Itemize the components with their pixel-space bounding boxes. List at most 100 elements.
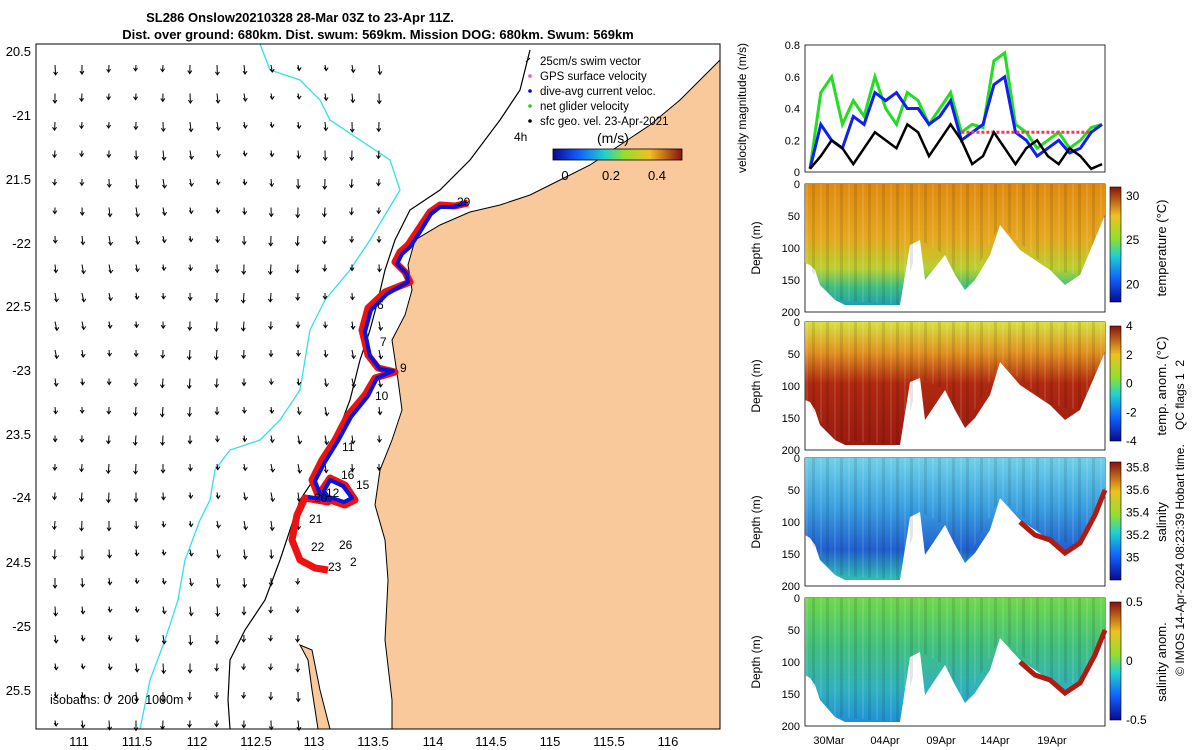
day-label: 16 [341,468,355,482]
velocity-arrow [351,378,355,388]
colorbar-label: salinity [1154,502,1169,542]
depth-tick: 0 [794,593,800,605]
velocity-arrow-head [376,210,382,215]
depth-tick: 200 [782,721,800,733]
map-ytick: 25.5 [6,683,31,698]
velocity-arrow-head [188,641,194,646]
velocity-arrow-head [214,640,220,645]
colorbar-tick: -2 [1126,405,1137,419]
velocity-arrow-head [189,582,194,587]
velocity-arrow [54,321,58,331]
map-colorbar-unit: (m/s) [597,130,629,146]
temperature-panel [804,183,1122,313]
salinity-panel [804,457,1122,587]
velocity-arrow-head [242,152,248,157]
velocity-arrow-head [161,523,167,528]
velocity-arrow-head [321,240,327,245]
velocity-arrow-head [214,269,220,274]
map-axes-frame [35,43,721,730]
velocity-arrow-head [80,694,86,699]
temp-anomaly-texture [805,322,1105,445]
legend-label: sfc geo. vel. 23-Apr-2021 [540,116,669,128]
velocity-arrow-head [376,466,382,471]
map-xtick: 115.5 [593,734,625,749]
velocity-arrow [53,520,56,530]
velocity-arrow-head [322,295,328,300]
depth-tick: 0 [794,317,800,329]
velocity-arrow-head [242,70,248,76]
depth-tick: 0 [794,179,800,191]
velocity-arrow-head [269,409,275,414]
velocity-arrow [108,264,112,274]
velocity-arrow [378,264,381,272]
island [298,644,331,729]
velocity-arrow [351,64,354,73]
velocity-arrow [243,549,246,560]
depth-tick: 100 [782,381,800,393]
velocity-arrow-head [107,352,113,357]
velocity-arrow-head [294,242,300,247]
velocity-y-ticks: 0 0.2 0.4 0.6 0.8 [785,40,800,179]
velocity-arrow-head [215,584,221,589]
velocity-arrow-head [242,97,248,103]
map-y-ticks: 20.5 -21 21.5 -22 22.5 -23 23.5 -24 24.5… [6,44,31,698]
velocity-arrow-head [106,527,112,532]
salinity-anomaly-colorbar [1109,601,1122,721]
day-label: 11 [342,440,355,454]
day-label: 6 [377,298,384,312]
velocity-arrow-head [323,67,329,72]
velocity-arrow [324,349,327,358]
velocity-panel: 0 0.2 0.4 0.6 0.8 velocity magnitude (m/s) [735,40,1106,179]
colorbar-tick: 25 [1126,233,1140,247]
velocity-arrow-head [133,96,138,101]
velocity-arrow [81,292,85,302]
colorbar-tick: 35.4 [1126,506,1150,520]
velocity-arrow-head [162,184,167,189]
legend-label: 25cm/s swim vector [540,56,641,68]
velocity-arrow [242,292,245,303]
temp-anomaly-colorbar [1109,325,1122,442]
depth-tick: 200 [782,307,800,319]
velocity-arrow-head [162,610,167,615]
velocity-arrow-head [160,127,166,133]
velocity-arrow-head [135,268,140,273]
date-tick: 30Mar [813,735,845,747]
velocity-arrow [378,321,382,331]
velocity-arrow [296,264,299,273]
salinity-texture [805,458,1105,580]
velocity-arrow-head [350,440,356,445]
velocity-arrow-head [323,353,329,358]
velocity-arrow-head [268,696,274,701]
velocity-arrow-head [187,669,193,674]
map-xtick: 111.5 [122,734,153,749]
velocity-arrow-head [269,381,274,386]
velocity-arrow [377,150,380,159]
velocity-arrow-head [187,412,192,418]
velocity-arrow [324,378,328,387]
velocity-arrow-head [187,326,193,331]
velocity-series-geostrophic [809,122,1103,171]
velocity-arrow-head [213,327,219,333]
velocity-arrow-head [242,438,248,443]
map-xtick: 113.5 [357,734,389,749]
velocity-arrow-head [53,269,59,274]
legend-swim-marker [525,57,531,63]
surface-velocity-arrows [51,64,384,732]
map-xtick: 111 [69,734,89,749]
velocity-arrow [297,463,301,474]
velocity-arrow [350,207,353,215]
depth-tick: 150 [782,275,800,287]
map-ytick: -25 [12,619,31,634]
velocity-arrow-head [268,242,274,247]
velocity-arrow [243,93,246,102]
velocity-arrow [188,349,191,360]
velocity-arrow-head [161,156,167,161]
velocity-arrow-head [106,499,111,504]
velocity-arrow-head [243,496,249,501]
velocity-arrow-head [53,722,59,727]
velocity-arrow-head [188,238,194,243]
map-ytick: -23 [12,363,31,378]
colorbar-tick: 0.5 [1126,595,1143,609]
velocity-arrow-head [295,324,301,329]
velocity-arrow-head [79,468,84,473]
